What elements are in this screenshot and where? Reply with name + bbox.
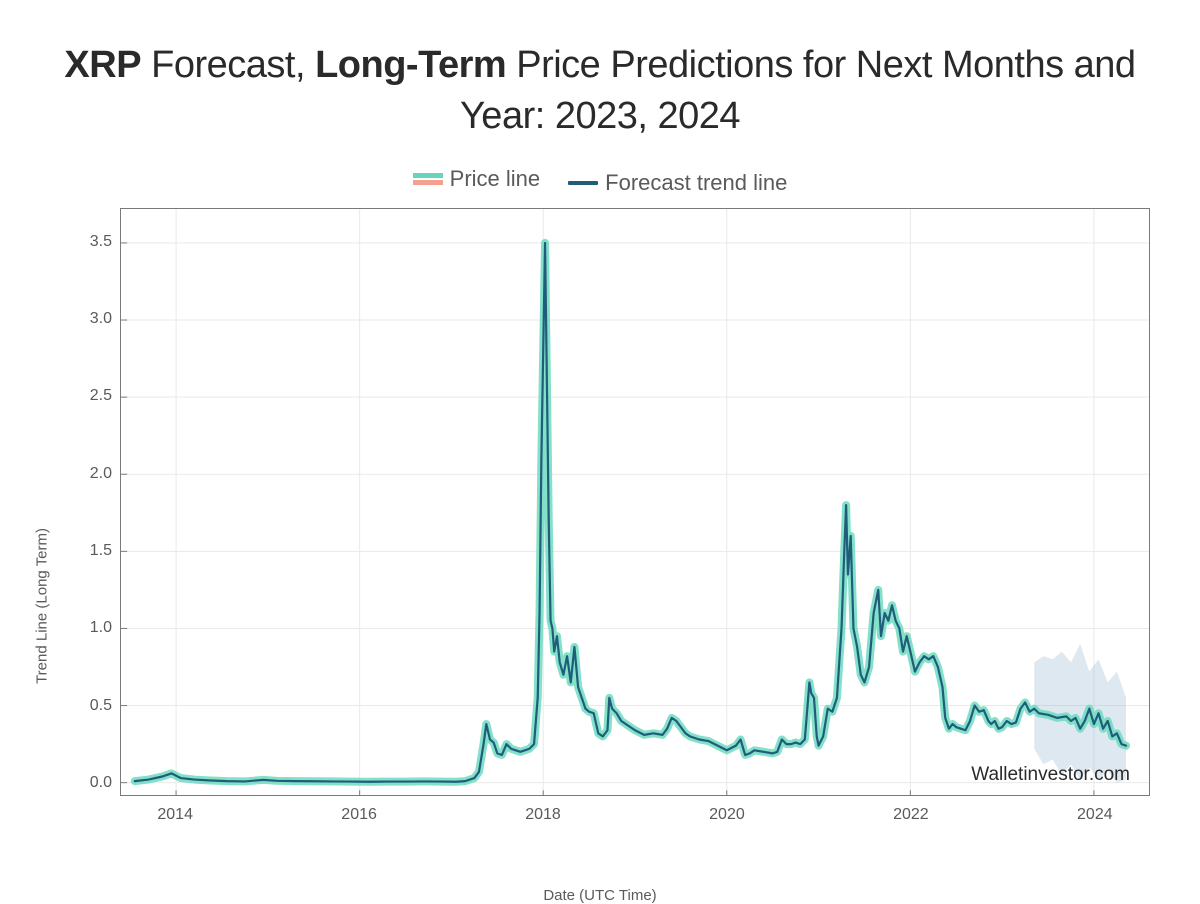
y-tick-labels: 0.0 0.5 1.0 1.5 2.0 2.5 3.0 3.5 [50, 208, 112, 796]
legend-swatch [568, 181, 598, 185]
chart-container: XRP Forecast, Long-Term Price Prediction… [0, 0, 1200, 901]
y-tick-label: 0.0 [50, 774, 112, 792]
y-tick-label: 0.5 [50, 697, 112, 715]
x-tick-label: 2020 [709, 806, 745, 824]
legend-label: Price line [450, 166, 540, 192]
watermark-text: Walletinvestor.com [971, 764, 1130, 786]
legend-label: Forecast trend line [605, 170, 787, 196]
y-tick-label: 3.5 [50, 233, 112, 251]
legend-item[interactable]: Price line [413, 166, 540, 192]
x-tick-label: 2018 [525, 806, 561, 824]
y-tick-label: 1.0 [50, 619, 112, 637]
plot-area [120, 208, 1150, 796]
y-tick-label: 1.5 [50, 542, 112, 560]
x-tick-label: 2022 [893, 806, 929, 824]
x-tick-label: 2016 [341, 806, 377, 824]
x-axis-label: Date (UTC Time) [543, 887, 656, 904]
x-tick-label: 2024 [1077, 806, 1113, 824]
chart-title: XRP Forecast, Long-Term Price Prediction… [30, 40, 1170, 143]
y-tick-label: 2.5 [50, 387, 112, 405]
chart-frame: Trend Line (Long Term) 0.00.51.01.52.02.… [50, 208, 1150, 848]
chart-legend: Price line Forecast trend line [30, 165, 1170, 196]
legend-item[interactable]: Forecast trend line [568, 170, 787, 196]
y-axis-label: Trend Line (Long Term) [34, 528, 51, 684]
x-tick-label: 2014 [157, 806, 193, 824]
y-tick-label: 2.0 [50, 465, 112, 483]
x-tick-labels: 2014 2016 2018 2020 2022 2024 [120, 806, 1150, 830]
y-tick-label: 3.0 [50, 310, 112, 328]
chart-svg [121, 209, 1149, 795]
legend-swatch [413, 173, 443, 185]
